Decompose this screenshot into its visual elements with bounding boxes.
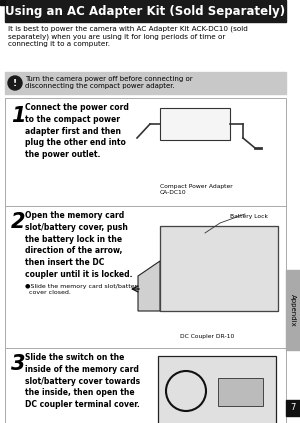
Bar [158, 356, 276, 423]
Bar [218, 378, 263, 406]
Text: ●Slide the memory card slot/battery
  cover closed.: ●Slide the memory card slot/battery cove… [25, 284, 141, 295]
Circle shape [8, 76, 22, 90]
Bar [0, 0, 5, 5]
Text: Turn the camera power off before connecting or
disconnecting the compact power a: Turn the camera power off before connect… [25, 76, 193, 89]
Text: 3: 3 [11, 354, 26, 374]
Bar [5, 98, 286, 423]
Bar [160, 226, 278, 311]
Bar [286, 400, 300, 416]
Bar [160, 108, 230, 140]
Text: Battery Lock: Battery Lock [230, 214, 268, 219]
Polygon shape [138, 261, 160, 311]
Bar [5, 0, 286, 22]
Text: DC Coupler DR-10: DC Coupler DR-10 [180, 334, 234, 339]
Text: Slide the switch on the
inside of the memory card
slot/battery cover towards
the: Slide the switch on the inside of the me… [25, 353, 140, 409]
Text: It is best to power the camera with AC Adapter Kit ACK-DC10 (sold
separately) wh: It is best to power the camera with AC A… [8, 26, 248, 47]
Text: !: ! [13, 79, 17, 88]
Text: Appendix: Appendix [290, 294, 296, 327]
Text: Using an AC Adapter Kit (Sold Separately): Using an AC Adapter Kit (Sold Separately… [5, 5, 286, 17]
Text: Connect the power cord
to the compact power
adapter first and then
plug the othe: Connect the power cord to the compact po… [25, 103, 129, 159]
Text: Open the memory card
slot/battery cover, push
the battery lock in the
direction : Open the memory card slot/battery cover,… [25, 211, 133, 279]
Text: Compact Power Adapter
CA-DC10: Compact Power Adapter CA-DC10 [160, 184, 233, 195]
Text: 2: 2 [11, 212, 26, 232]
Bar [286, 270, 300, 350]
Bar [5, 72, 286, 94]
Text: 7: 7 [290, 404, 296, 412]
Bar [160, 226, 278, 311]
Text: 1: 1 [11, 106, 26, 126]
